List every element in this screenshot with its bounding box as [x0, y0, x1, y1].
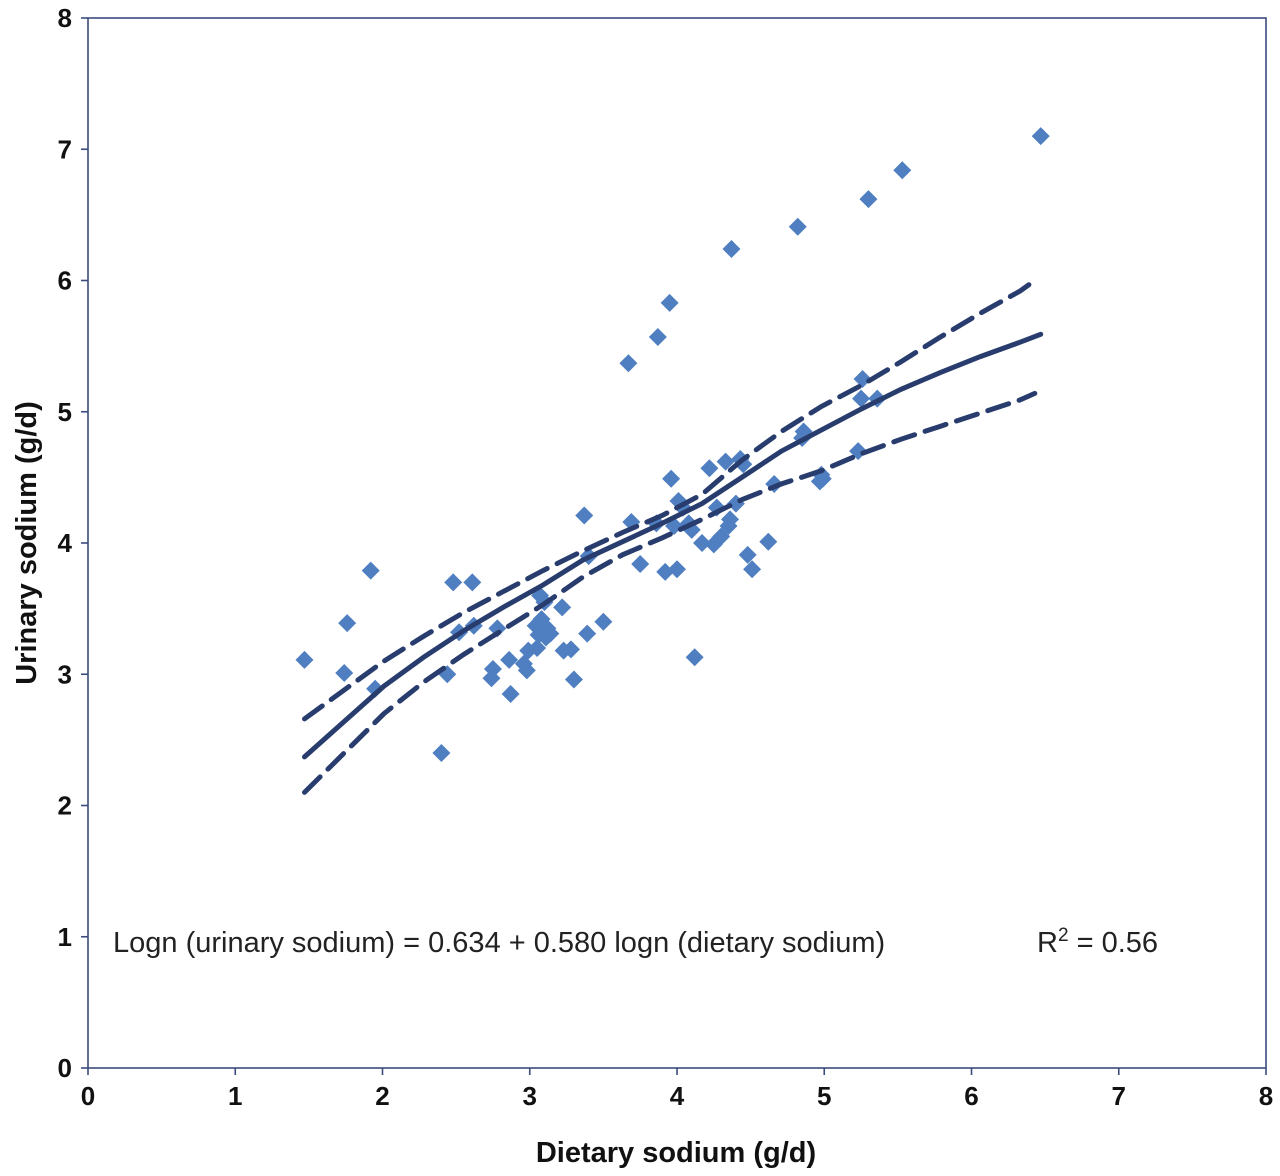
y-tick-label: 6 — [58, 266, 72, 296]
data-point — [578, 624, 597, 643]
data-point — [662, 469, 681, 488]
data-point — [693, 534, 712, 552]
lower-confidence-line — [302, 390, 1038, 795]
x-tick-label: 7 — [1112, 1081, 1126, 1111]
data-point — [517, 661, 536, 680]
data-point — [859, 190, 878, 209]
data-point — [656, 562, 675, 581]
r-squared-superscript: 2 — [1058, 925, 1069, 946]
x-tick-label: 6 — [964, 1081, 978, 1111]
fit-lines — [302, 278, 1044, 795]
data-point — [488, 619, 507, 638]
data-point — [463, 573, 482, 592]
data-point — [788, 217, 807, 236]
data-point — [553, 598, 572, 617]
data-point — [432, 744, 451, 762]
x-tick-label: 2 — [375, 1081, 389, 1111]
data-point — [853, 369, 872, 388]
upper-confidence-line — [302, 278, 1038, 722]
x-tick-label: 1 — [228, 1081, 242, 1111]
r-squared-value: = 0.56 — [1069, 927, 1159, 959]
regression-line — [302, 331, 1044, 760]
data-point — [619, 354, 638, 373]
x-tick-label: 0 — [81, 1081, 95, 1111]
data-point — [335, 663, 354, 682]
x-tick-label: 4 — [670, 1081, 685, 1111]
data-point — [852, 389, 871, 408]
data-point — [738, 545, 757, 564]
x-axis-title: Dietary sodium (g/d) — [536, 1137, 816, 1169]
plot-frame — [87, 17, 1267, 1069]
data-point — [501, 684, 520, 703]
data-point — [483, 660, 502, 678]
y-tick-label: 7 — [58, 134, 72, 164]
data-point — [668, 560, 686, 579]
data-point — [1031, 127, 1050, 146]
data-point — [743, 560, 762, 579]
y-tick-label: 3 — [58, 659, 72, 689]
data-point — [295, 650, 314, 669]
y-axis-ticks: 0 1 2 3 4 5 6 7 8 — [58, 3, 88, 1083]
r-squared-annotation: R2 = 0.56 — [1037, 925, 1158, 959]
y-tick-label: 4 — [58, 528, 73, 558]
y-axis-title: Urinary sodium (g/d) — [11, 401, 43, 685]
x-tick-label: 5 — [817, 1081, 831, 1111]
x-tick-label: 3 — [523, 1081, 537, 1111]
data-point — [528, 639, 547, 657]
data-point — [444, 573, 463, 592]
data-point — [631, 555, 650, 573]
data-point — [893, 161, 912, 180]
data-point — [564, 670, 583, 689]
data-point — [700, 459, 719, 478]
data-point — [722, 240, 741, 258]
data-point — [500, 650, 519, 669]
r-squared-symbol: R — [1037, 927, 1058, 959]
data-point — [648, 327, 667, 346]
data-point — [721, 510, 740, 529]
x-axis-ticks: 0 1 2 3 4 5 6 7 8 — [81, 1068, 1273, 1111]
data-points — [295, 127, 1050, 762]
data-point — [575, 506, 594, 525]
data-point — [561, 640, 580, 659]
y-tick-label: 1 — [58, 922, 72, 952]
data-point — [594, 612, 613, 631]
y-tick-label: 0 — [58, 1053, 72, 1083]
data-point — [660, 293, 679, 312]
data-point — [759, 532, 778, 551]
data-point — [361, 561, 380, 580]
data-point — [716, 452, 735, 471]
y-tick-label: 8 — [58, 3, 72, 33]
x-tick-label: 8 — [1259, 1081, 1273, 1111]
data-point — [338, 614, 357, 633]
data-point — [541, 624, 560, 643]
y-tick-label: 2 — [58, 791, 72, 821]
regression-equation: Logn (urinary sodium) = 0.634 + 0.580 lo… — [113, 927, 885, 959]
y-tick-label: 5 — [58, 397, 72, 427]
data-point — [685, 648, 704, 667]
